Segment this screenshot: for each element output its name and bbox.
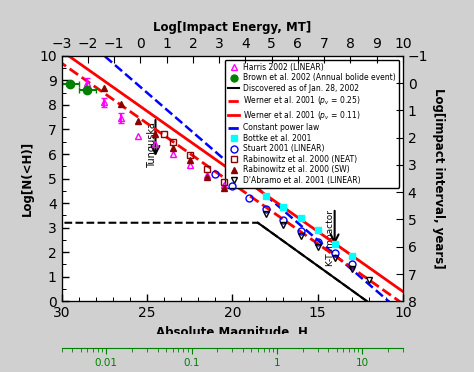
Text: K-T Impactor: K-T Impactor [326, 211, 335, 266]
X-axis label: Absolute Magnitude, H: Absolute Magnitude, H [156, 326, 308, 339]
Legend: Harris 2002 (LINEAR), Brown et al. 2002 (Annual bolide event), Discovered as of : Harris 2002 (LINEAR), Brown et al. 2002 … [225, 60, 399, 188]
Y-axis label: Log[N(<H)]: Log[N(<H)] [20, 141, 34, 216]
Text: Tunguska: Tunguska [147, 122, 157, 168]
Y-axis label: Log[impact interval, years]: Log[impact interval, years] [432, 88, 445, 269]
X-axis label: Log[Impact Energy, MT]: Log[Impact Energy, MT] [153, 21, 311, 34]
